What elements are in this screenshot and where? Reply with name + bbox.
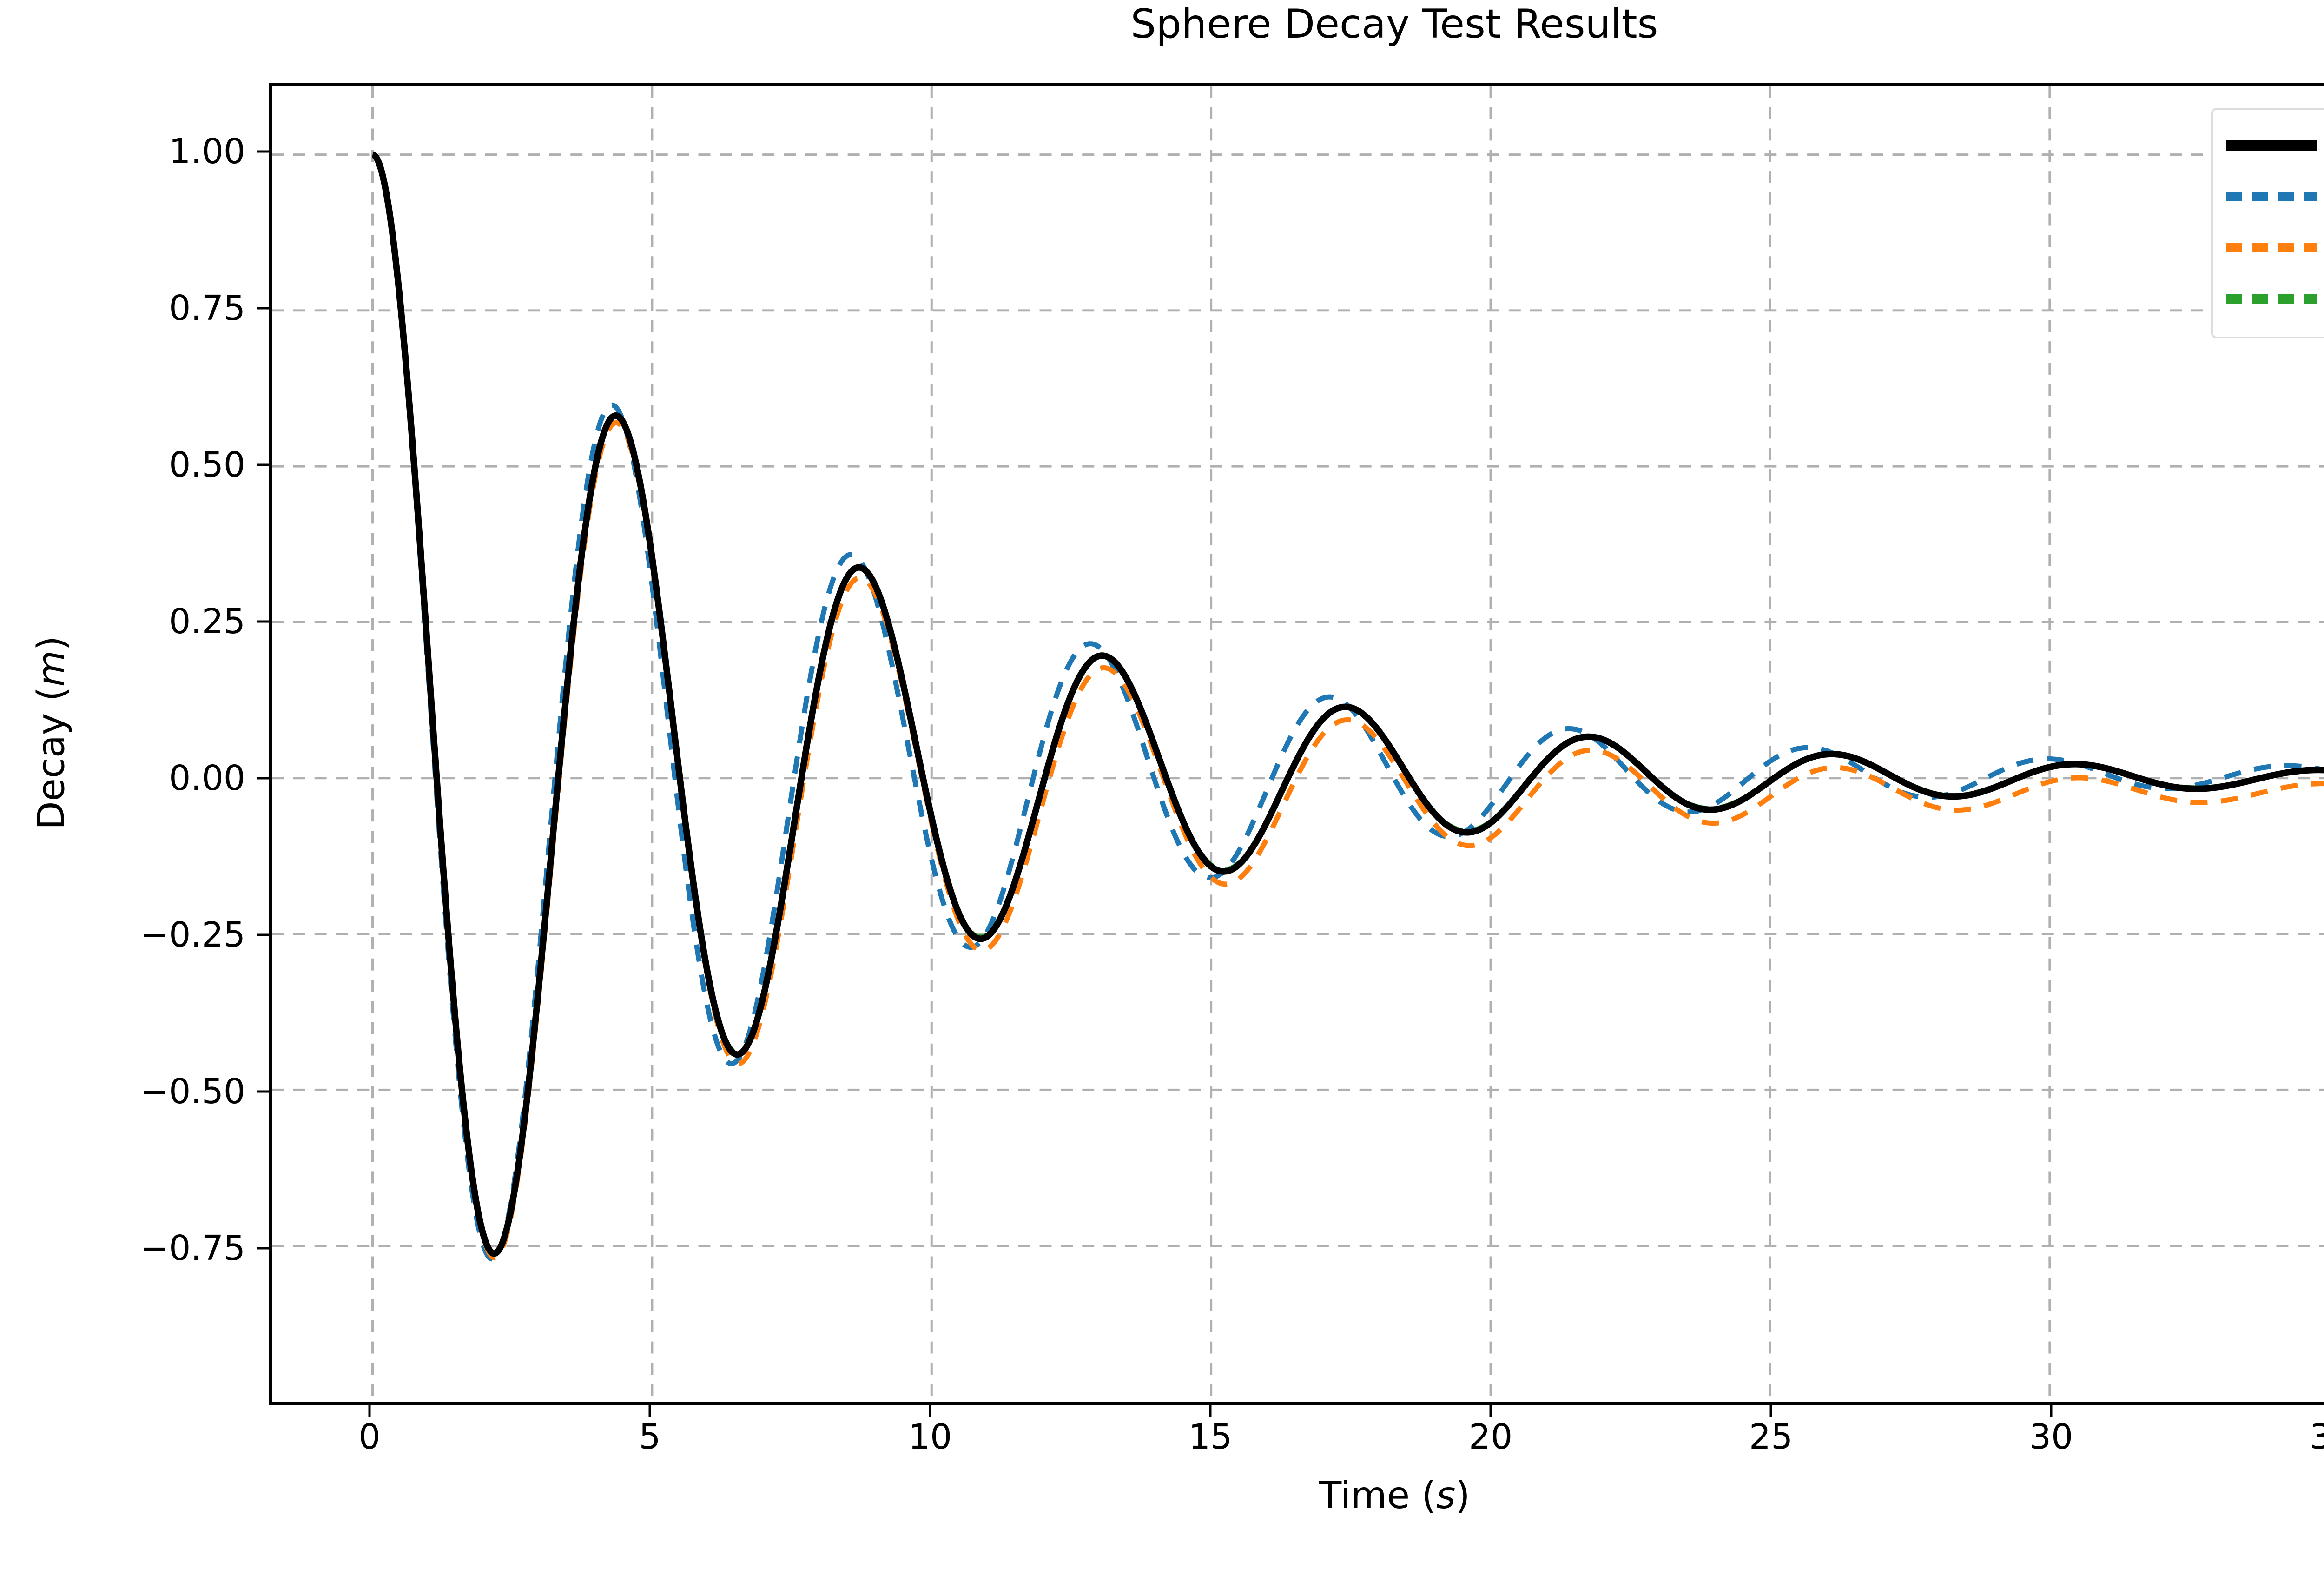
plot-area — [269, 83, 2324, 1405]
x-tick-mark — [648, 1405, 651, 1417]
series-line-marin-lin — [371, 152, 2324, 1260]
x-tick-label: 20 — [1468, 1417, 1513, 1457]
x-axis-label-text: Time ( — [1319, 1474, 1436, 1517]
x-tick-label: 35 — [2310, 1417, 2324, 1457]
series-line-hydrochrono — [370, 151, 2324, 1257]
y-tick-mark — [257, 463, 269, 466]
legend-swatch-nrel-cfd — [2225, 285, 2318, 313]
x-tick-mark — [2050, 1405, 2053, 1417]
legend-item-hydrochrono[interactable]: HydroChrono — [2225, 120, 2324, 171]
y-tick-mark — [257, 777, 269, 780]
x-tick-label: 0 — [358, 1417, 381, 1457]
legend-item-marin-lin[interactable]: Marin (Lin) — [2225, 222, 2324, 273]
legend[interactable]: HydroChrono ProteusDS (Lin) Marin (Lin) … — [2211, 108, 2324, 338]
legend-swatch-hydrochrono — [2225, 132, 2318, 159]
x-tick-mark — [929, 1405, 931, 1417]
y-axis-label-tail: ) — [29, 636, 73, 651]
x-tick-label: 25 — [1749, 1417, 1793, 1457]
y-tick-mark — [257, 1090, 269, 1093]
x-axis-unit: s — [1436, 1474, 1456, 1517]
y-tick-label: −0.25 — [140, 915, 245, 955]
y-tick-mark — [257, 150, 269, 153]
legend-item-nrel-cfd[interactable]: NREL (CFD) — [2225, 273, 2324, 324]
y-tick-mark — [257, 620, 269, 623]
x-tick-mark — [1209, 1405, 1212, 1417]
x-tick-label: 5 — [639, 1417, 661, 1457]
y-tick-label: −0.75 — [140, 1228, 245, 1269]
x-tick-mark — [1769, 1405, 1772, 1417]
page-title: Sphere Decay Test Results — [1130, 1, 1658, 47]
x-axis-label-tail: ) — [1455, 1474, 1470, 1517]
x-tick-mark — [1489, 1405, 1492, 1417]
gridlines — [272, 86, 2324, 1402]
legend-swatch-marin-lin — [2225, 234, 2318, 262]
y-tick-label: −0.50 — [140, 1072, 245, 1112]
y-tick-label: 0.00 — [169, 758, 245, 799]
y-tick-label: 1.00 — [169, 132, 245, 172]
y-axis-unit: m — [29, 650, 73, 687]
x-axis-label: Time (s) — [0, 1474, 2324, 1517]
legend-item-proteusds-lin[interactable]: ProteusDS (Lin) — [2225, 171, 2324, 222]
x-tick-label: 30 — [2029, 1417, 2073, 1457]
y-tick-mark — [257, 307, 269, 310]
y-tick-label: 0.25 — [169, 602, 245, 642]
x-tick-label: 10 — [908, 1417, 952, 1457]
x-tick-label: 15 — [1188, 1417, 1233, 1457]
y-axis-label: Decay (m) — [30, 175, 73, 1291]
legend-swatch-proteusds-lin — [2225, 183, 2318, 211]
y-tick-mark — [257, 933, 269, 936]
y-tick-label: 0.75 — [169, 288, 245, 329]
series-line-proteusds-lin — [371, 152, 2324, 1262]
y-axis-label-text: Decay ( — [29, 687, 73, 830]
y-tick-label: 0.50 — [169, 445, 245, 485]
x-tick-mark — [368, 1405, 371, 1417]
y-tick-mark — [257, 1247, 269, 1250]
series-curves — [370, 151, 2324, 1262]
